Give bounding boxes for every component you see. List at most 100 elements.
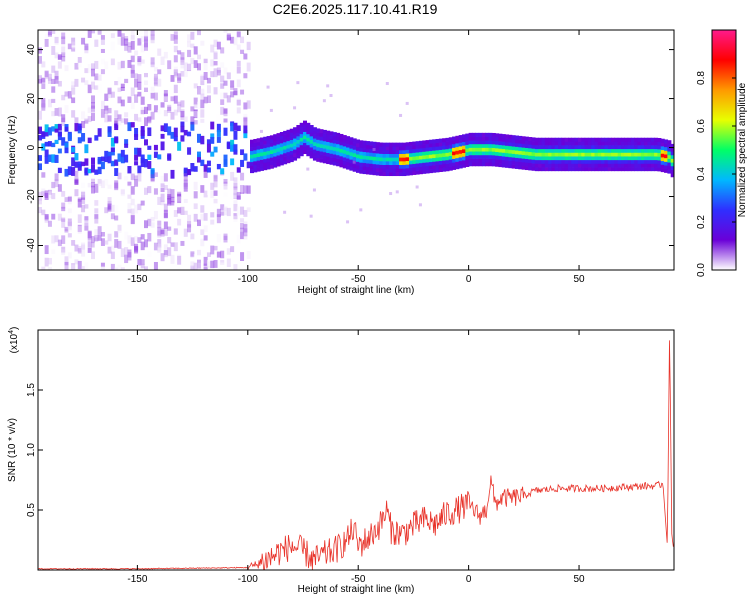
heat-cell-314 xyxy=(107,87,112,95)
heat-cell-765 xyxy=(213,190,218,196)
heat-cell-307 xyxy=(107,89,112,99)
heat-cell-1692 xyxy=(528,166,533,171)
heat-cell-649 xyxy=(183,228,188,237)
heat-cell-837 xyxy=(230,80,235,88)
heat-cell-554 xyxy=(160,193,165,203)
heat-cell-1814 xyxy=(571,148,576,153)
heat-cell-716 xyxy=(200,93,205,100)
heat-cell-911 xyxy=(246,185,251,194)
heat-cell-539 xyxy=(157,226,162,236)
heat-cell-500 xyxy=(147,116,152,124)
heat-cell-623 xyxy=(177,218,182,226)
heat-cell-464 xyxy=(140,44,145,53)
heat-cell-1740 xyxy=(544,156,549,161)
heat-cell-136 xyxy=(67,195,72,205)
heat-cell-402 xyxy=(127,181,132,186)
heat-cell-2023 xyxy=(647,141,652,146)
heat-cell-1455 xyxy=(438,145,443,150)
heat-cell-2068 xyxy=(664,143,669,148)
heat-cell-2022 xyxy=(647,145,652,150)
heat-cell-50 xyxy=(47,220,52,227)
heat-cell-918 xyxy=(250,150,254,155)
heat-cell-36 xyxy=(44,257,49,267)
heat-cell-2067 xyxy=(664,146,669,151)
heat-cell-1688 xyxy=(524,147,529,152)
heat-cell-2058 xyxy=(660,146,665,151)
heat-cell-733 xyxy=(203,190,208,198)
heat-cell-47 xyxy=(47,73,52,81)
heat-cell-1136 xyxy=(326,138,331,142)
heat-cell-1143 xyxy=(329,149,334,154)
heat-cell-932 xyxy=(256,163,261,168)
heat-cell-672 xyxy=(190,43,195,48)
heat-cell-68 xyxy=(51,213,56,220)
heat-cell-1374 xyxy=(409,141,413,146)
heat-cell-643 xyxy=(183,71,188,78)
heat-cell-1833 xyxy=(577,145,582,150)
heat-cell-178 xyxy=(77,224,82,232)
heat-cell-581 xyxy=(167,194,172,200)
heat-cell-987 xyxy=(273,134,278,139)
heat-cell-947 xyxy=(259,141,264,146)
heat-cell-1479 xyxy=(448,155,453,160)
heat-cell-1625 xyxy=(501,145,506,150)
heat-cell-1615 xyxy=(498,148,503,153)
snr-x-ticks: -150 -100 -50 0 50 xyxy=(127,330,585,585)
heat-cell-1998 xyxy=(640,167,645,172)
x-tick-label-3: 0 xyxy=(466,274,472,285)
heat-cell-1373 xyxy=(409,145,413,150)
heat-cell-1811 xyxy=(571,159,576,164)
heat-cell-713 xyxy=(200,135,205,145)
heat-cell-1609 xyxy=(495,137,500,142)
heat-cell-42 xyxy=(44,214,49,220)
heat-cell-1385 xyxy=(415,166,420,171)
heat-cell-1691 xyxy=(524,136,529,141)
heat-cell-1302 xyxy=(385,157,390,162)
heat-cell-409 xyxy=(130,215,135,224)
heat-cell-1896 xyxy=(601,145,606,150)
heat-cell-1912 xyxy=(607,152,612,157)
heat-cell-720 xyxy=(200,118,205,123)
heat-cell-1753 xyxy=(548,141,553,146)
heat-cell-785 xyxy=(220,82,225,89)
heat-cell-412 xyxy=(130,30,135,37)
heat-cell-249 xyxy=(91,95,95,104)
heat-cell-814 xyxy=(223,80,228,86)
heat-cell-1103 xyxy=(316,154,321,159)
heat-cell-357 xyxy=(117,172,122,180)
heat-cell-1336 xyxy=(395,190,399,194)
heat-cell-485 xyxy=(144,87,148,93)
heat-cell-1746 xyxy=(548,167,553,172)
heat-cell-1168 xyxy=(339,163,344,168)
heat-cell-1024 xyxy=(286,129,291,134)
heat-cell-1101 xyxy=(312,188,316,192)
heat-cell-1697 xyxy=(528,148,533,153)
heat-cell-19 xyxy=(41,97,46,107)
snr-multiplier-base: (x10 xyxy=(9,333,20,353)
heat-cell-629 xyxy=(180,57,185,65)
heat-cell-559 xyxy=(163,221,168,229)
heat-cell-514 xyxy=(150,216,155,222)
heat-cell-1011 xyxy=(283,141,288,146)
heat-cell-470 xyxy=(140,36,145,42)
heat-cell-1320 xyxy=(392,164,397,169)
heat-cell-276 xyxy=(97,166,102,175)
heat-cell-1170 xyxy=(339,156,344,160)
heat-cell-1424 xyxy=(428,161,433,166)
heat-cell-1315 xyxy=(389,146,394,151)
heat-cell-2010 xyxy=(644,156,649,161)
heat-cell-445 xyxy=(137,165,142,174)
heat-cell-1110 xyxy=(316,128,321,133)
heat-cell-1108 xyxy=(316,135,321,140)
heat-cell-390 xyxy=(124,247,129,255)
heat-cell-1419 xyxy=(425,147,430,152)
heat-cell-1100 xyxy=(312,127,317,132)
heat-cell-235 xyxy=(91,164,95,173)
heat-cell-53 xyxy=(47,266,52,270)
heat-cell-2053 xyxy=(660,164,665,169)
heat-cell-1123 xyxy=(322,148,327,153)
heat-cell-808 xyxy=(223,92,228,99)
heat-cell-1988 xyxy=(634,137,639,142)
heat-cell-45 xyxy=(47,189,52,195)
heat-cell-2051 xyxy=(657,138,662,142)
